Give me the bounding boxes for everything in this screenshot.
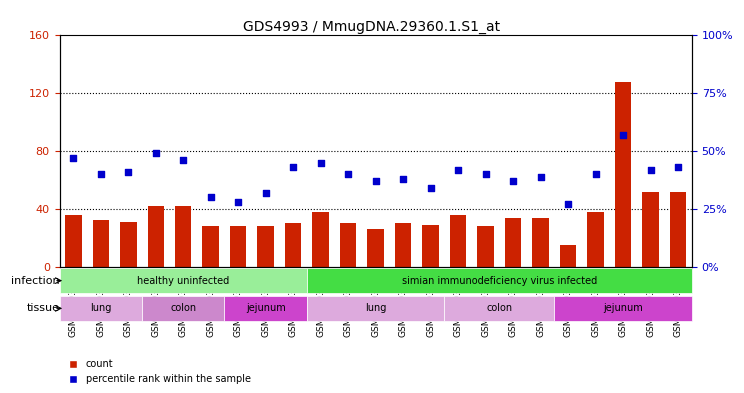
Legend: count, percentile rank within the sample: count, percentile rank within the sample — [65, 356, 254, 388]
Point — [67, 155, 79, 161]
Point — [645, 166, 657, 173]
Bar — [120, 222, 136, 267]
Bar — [202, 226, 219, 267]
Bar — [588, 212, 604, 267]
Point — [260, 189, 272, 196]
Bar — [285, 223, 301, 267]
Point — [315, 160, 327, 166]
Bar — [92, 220, 109, 267]
Point — [425, 185, 437, 191]
Bar — [65, 215, 82, 267]
FancyBboxPatch shape — [60, 268, 307, 293]
Point — [590, 171, 602, 177]
Text: lung: lung — [90, 303, 112, 313]
Bar — [395, 223, 411, 267]
Text: simian immunodeficiency virus infected: simian immunodeficiency virus infected — [402, 275, 597, 286]
FancyBboxPatch shape — [142, 296, 225, 321]
Point — [535, 173, 547, 180]
Bar — [423, 225, 439, 267]
Point — [618, 132, 629, 138]
Text: tissue: tissue — [27, 303, 60, 313]
FancyBboxPatch shape — [554, 296, 692, 321]
Point — [150, 150, 161, 156]
Bar — [312, 212, 329, 267]
Bar — [60, 267, 692, 393]
Bar — [560, 245, 577, 267]
Point — [177, 157, 189, 163]
Point — [452, 166, 464, 173]
FancyBboxPatch shape — [307, 296, 444, 321]
Text: lung: lung — [365, 303, 386, 313]
Bar — [230, 226, 246, 267]
Bar — [450, 215, 466, 267]
Point — [205, 194, 217, 200]
Bar — [147, 206, 164, 267]
Text: jejunum: jejunum — [246, 303, 286, 313]
Bar — [175, 206, 191, 267]
Bar — [505, 218, 522, 267]
Bar — [257, 226, 274, 267]
FancyBboxPatch shape — [444, 296, 554, 321]
Bar — [340, 223, 356, 267]
FancyBboxPatch shape — [60, 296, 142, 321]
Text: colon: colon — [487, 303, 513, 313]
Point — [342, 171, 354, 177]
FancyBboxPatch shape — [307, 268, 692, 293]
Text: jejunum: jejunum — [603, 303, 643, 313]
Bar — [368, 229, 384, 267]
Bar — [615, 82, 632, 267]
Point — [94, 171, 106, 177]
Point — [673, 164, 684, 171]
Point — [232, 199, 244, 205]
Point — [480, 171, 492, 177]
Point — [122, 169, 134, 175]
Bar — [478, 226, 494, 267]
Text: healthy uninfected: healthy uninfected — [137, 275, 229, 286]
Text: GDS4993 / MmugDNA.29360.1.S1_at: GDS4993 / MmugDNA.29360.1.S1_at — [243, 20, 501, 34]
Point — [562, 201, 574, 208]
Point — [370, 178, 382, 184]
Bar — [533, 218, 549, 267]
Point — [507, 178, 519, 184]
Point — [397, 176, 409, 182]
Bar — [642, 191, 659, 267]
Text: colon: colon — [170, 303, 196, 313]
Text: infection: infection — [11, 275, 60, 286]
FancyBboxPatch shape — [225, 296, 307, 321]
Point — [287, 164, 299, 171]
Bar — [670, 191, 687, 267]
